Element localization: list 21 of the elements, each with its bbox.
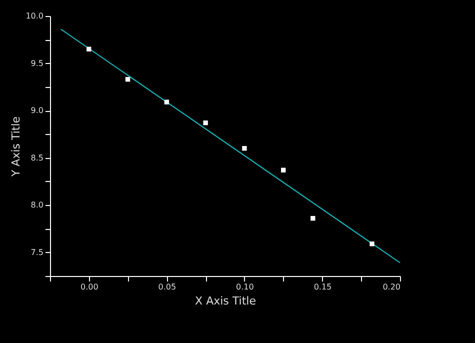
- y-tick-label: 8.5: [30, 153, 44, 162]
- point: [125, 77, 130, 82]
- point: [370, 242, 374, 246]
- x-tick-label: 0.00: [80, 282, 98, 292]
- point: [242, 146, 247, 151]
- point: [280, 168, 286, 172]
- point: [310, 216, 316, 221]
- x-tick-label: 0.10: [236, 282, 254, 292]
- x-tick-label: 0.20: [382, 282, 400, 292]
- y-tick-label: 7.5: [30, 248, 44, 257]
- y-axis-title: Y Axis Title: [10, 116, 23, 178]
- x-tick-label: 0.05: [158, 282, 176, 292]
- y-tick-label: 10.0: [26, 12, 44, 20]
- point: [164, 100, 170, 104]
- y-tick-label: 8.0: [30, 200, 44, 210]
- x-tick-label: 0.15: [314, 282, 332, 292]
- point: [86, 46, 92, 52]
- x-axis-title: X Axis Title: [195, 294, 256, 308]
- y-tick-label: 9.5: [30, 58, 44, 68]
- point: [203, 120, 208, 126]
- y-tick-label: 9.0: [30, 106, 44, 116]
